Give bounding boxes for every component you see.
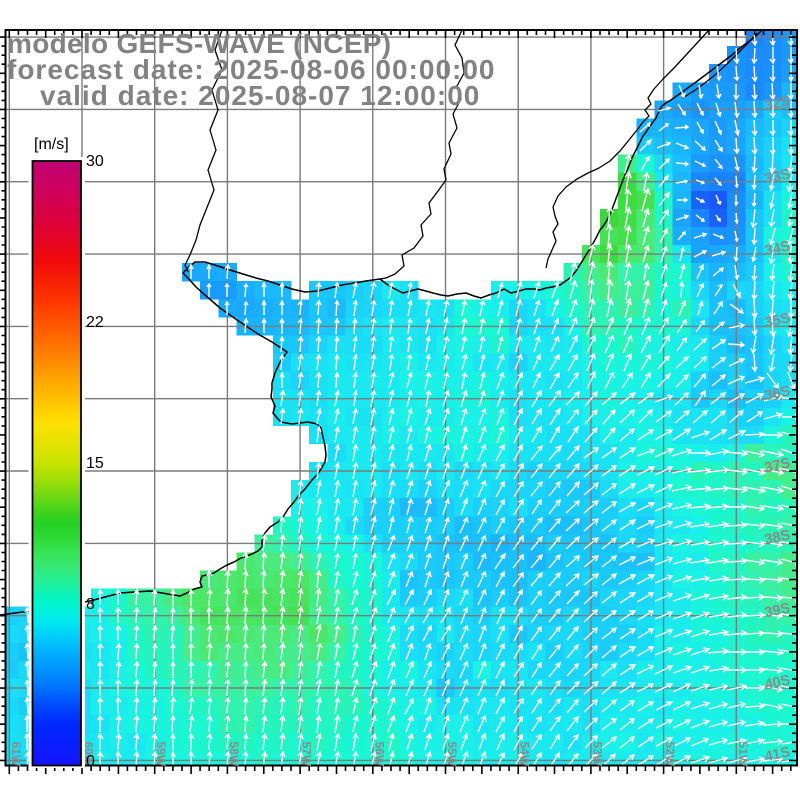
svg-text:15: 15 bbox=[86, 455, 104, 472]
svg-text:39S: 39S bbox=[763, 600, 792, 621]
svg-text:51W: 51W bbox=[736, 742, 750, 767]
svg-text:32S: 32S bbox=[763, 93, 792, 114]
svg-text:53W: 53W bbox=[590, 742, 604, 767]
svg-text:valid date: 2025-08-07 12:00:0: valid date: 2025-08-07 12:00:00 bbox=[40, 80, 480, 111]
svg-text:[m/s]: [m/s] bbox=[34, 136, 69, 153]
svg-text:0: 0 bbox=[86, 753, 95, 770]
svg-text:54W: 54W bbox=[518, 742, 532, 767]
svg-text:38S: 38S bbox=[763, 527, 792, 548]
svg-text:22: 22 bbox=[86, 314, 104, 331]
svg-text:forecast date: 2025-08-06 00:0: forecast date: 2025-08-06 00:00:00 bbox=[7, 54, 495, 85]
svg-text:36S: 36S bbox=[763, 383, 792, 404]
svg-text:37S: 37S bbox=[763, 455, 792, 476]
svg-text:41S: 41S bbox=[763, 744, 792, 765]
svg-text:30: 30 bbox=[86, 153, 104, 170]
svg-text:35S: 35S bbox=[763, 310, 792, 331]
svg-text:58W: 58W bbox=[227, 742, 241, 767]
svg-text:59W: 59W bbox=[154, 742, 168, 767]
svg-text:40S: 40S bbox=[763, 672, 792, 693]
svg-text:55W: 55W bbox=[445, 742, 459, 767]
svg-text:8: 8 bbox=[86, 596, 95, 613]
svg-text:61W: 61W bbox=[9, 742, 23, 767]
svg-text:modelo GEFS-WAVE (NCEP): modelo GEFS-WAVE (NCEP) bbox=[7, 28, 391, 59]
svg-text:52W: 52W bbox=[663, 742, 677, 767]
svg-text:57W: 57W bbox=[300, 742, 314, 767]
svg-text:56W: 56W bbox=[372, 742, 386, 767]
svg-text:34S: 34S bbox=[763, 238, 792, 259]
svg-text:33S: 33S bbox=[763, 166, 792, 187]
